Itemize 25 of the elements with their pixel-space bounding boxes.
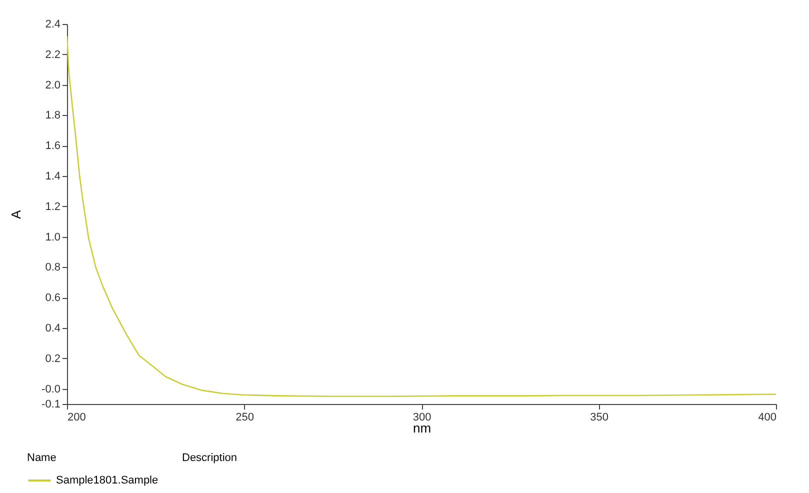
legend-title: Name <box>27 452 56 464</box>
y-tick-label: 1.6 <box>45 140 60 152</box>
y-tick-label: 0.2 <box>45 352 60 365</box>
y-tick-label: 0.6 <box>45 292 60 304</box>
legend-label: Sample1801.Sample <box>56 474 158 486</box>
y-tick-label: 2.0 <box>45 79 60 92</box>
y-tick-label: -0.0 <box>42 383 60 396</box>
text: Description <box>182 452 238 464</box>
y-tick-label: 2.2 <box>45 48 60 61</box>
y-tick-label: 1.0 <box>45 231 60 244</box>
x-tick-label: 250 <box>236 412 254 424</box>
y-tick-label: 1.8 <box>45 110 60 122</box>
x-tick-label: 200 <box>68 412 86 424</box>
x-axis-title: nm <box>412 420 432 436</box>
line-series <box>67 36 776 398</box>
x-tick-label: 300 <box>412 412 432 424</box>
x-tick-label: 350 <box>590 412 608 424</box>
y-axis-title: A <box>8 210 24 219</box>
y-tick-label: 0.8 <box>45 262 60 274</box>
y-tick-label: 1.4 <box>45 170 60 182</box>
y-tick-label: 0.4 <box>45 322 60 334</box>
y-tick-label: 1.2 <box>45 200 60 213</box>
x-tick-label: 400 <box>758 412 776 424</box>
y-tick-label: 2.4 <box>45 18 60 30</box>
y-tick-label: -0.1 <box>42 398 60 410</box>
